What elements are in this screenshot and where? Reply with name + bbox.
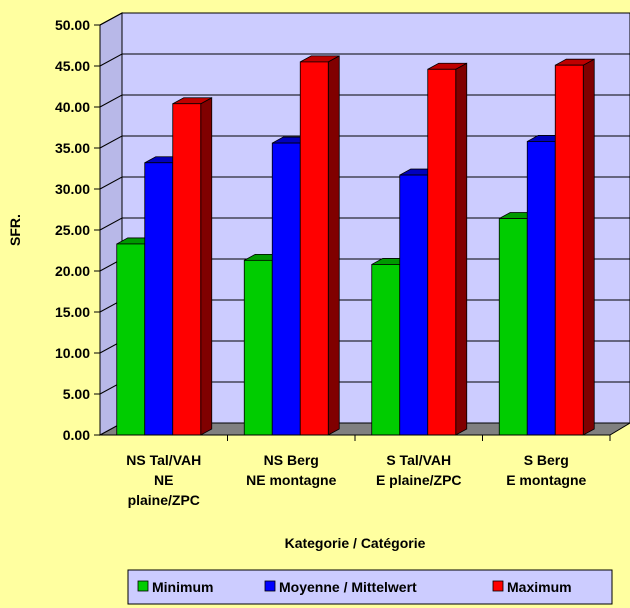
bar-front [498, 218, 528, 436]
bar-side [582, 58, 595, 436]
bar [427, 62, 468, 436]
y-tick-label: 20.00 [55, 263, 90, 279]
y-tick-label: 0.00 [63, 427, 90, 443]
y-tick-label: 40.00 [55, 99, 90, 115]
legend-label: Minimum [152, 579, 213, 595]
bar-front [271, 142, 301, 436]
legend: Minimum Moyenne / Mittelwert Maximum [127, 569, 613, 605]
x-tick-label-line: NE montagne [246, 472, 336, 488]
legend-item: Maximum [492, 579, 572, 595]
bar-side [455, 62, 468, 436]
x-tick-label-line: NS Berg [264, 452, 319, 468]
x-tick-label-line: S Berg [524, 452, 569, 468]
legend-item: Minimum [137, 579, 213, 595]
bar-front [371, 264, 401, 436]
bar-front [427, 68, 457, 436]
bar-front [554, 64, 584, 436]
bar-series-group [116, 55, 595, 436]
legend-label: Moyenne / Mittelwert [279, 579, 417, 595]
x-tick-label: NS Berg NE montagne [246, 452, 336, 488]
bar-front [299, 61, 329, 436]
bar-front [116, 243, 146, 436]
y-axis-title: SFR. [7, 214, 23, 246]
bar [172, 97, 213, 436]
legend-box [127, 569, 613, 605]
x-tick-label-line: NE [154, 472, 173, 488]
bar-front [144, 162, 174, 436]
y-tick-label: 30.00 [55, 181, 90, 197]
legend-label: Maximum [507, 579, 572, 595]
bar-front [526, 141, 556, 436]
y-tick-label: 50.00 [55, 17, 90, 33]
y-tick-label: 35.00 [55, 140, 90, 156]
y-tick-label: 5.00 [63, 386, 90, 402]
legend-swatch [264, 580, 276, 592]
legend-swatch [137, 580, 149, 592]
legend-item: Moyenne / Mittelwert [264, 579, 417, 595]
y-tick-label: 25.00 [55, 222, 90, 238]
bar [554, 58, 595, 436]
gridline [99, 53, 630, 67]
legend-swatch [492, 580, 504, 592]
y-tick-label: 45.00 [55, 58, 90, 74]
y-tick-label: 10.00 [55, 345, 90, 361]
x-tick-label: NS Tal/VAH NE plaine/ZPC [126, 452, 201, 508]
x-tick-label-line: E montagne [506, 472, 586, 488]
bar-front [243, 259, 273, 436]
x-tick-label-line: E plaine/ZPC [376, 472, 462, 488]
axes [94, 24, 611, 441]
gridline [99, 12, 630, 26]
x-tick-label-line: NS Tal/VAH [126, 452, 201, 468]
x-axis-title: Kategorie / Catégorie [285, 535, 426, 551]
bar-side [200, 97, 213, 436]
x-tick-labels: NS Tal/VAH NE plaine/ZPC NS Berg NE montagne… [126, 452, 586, 508]
x-tick-label: S Tal/VAH E plaine/ZPC [376, 452, 462, 488]
y-tick-labels: 0.00 5.00 10.00 15.00 20.00 25.00 30.00 35.00 40… [55, 17, 90, 443]
y-tick-label: 15.00 [55, 304, 90, 320]
bar-front [399, 174, 429, 436]
x-tick-label: S Berg E montagne [506, 452, 586, 488]
x-tick-label-line: S Tal/VAH [386, 452, 451, 468]
bar [299, 55, 340, 436]
x-tick-label-line: plaine/ZPC [128, 492, 200, 508]
bar-front [172, 103, 202, 436]
bar-side [327, 55, 340, 436]
